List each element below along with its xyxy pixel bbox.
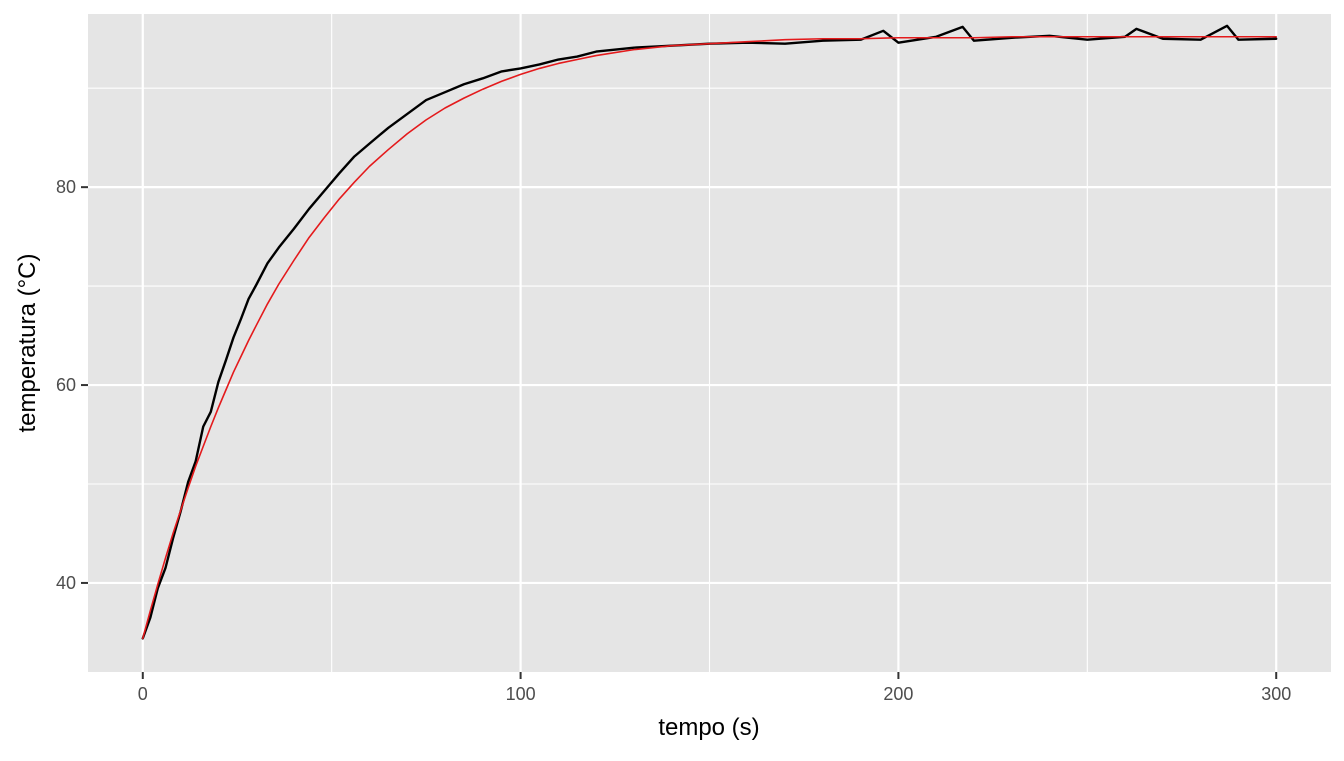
minor-gridlines [88, 14, 1331, 672]
series-layer [141, 24, 1278, 640]
major-gridlines [88, 14, 1331, 672]
x-tick-label: 100 [506, 684, 536, 704]
x-tick-label: 200 [883, 684, 913, 704]
fitted-curve-line [141, 35, 1278, 640]
x-axis-title: tempo (s) [658, 714, 759, 741]
y-tick-label: 60 [56, 375, 76, 395]
tick-labels: 0 100 200 300 40 60 80 [56, 177, 1291, 704]
x-tick-label: 0 [138, 684, 148, 704]
y-axis-title: temperatura (°C) [14, 254, 41, 433]
y-tick-label: 80 [56, 177, 76, 197]
x-tick-label: 300 [1261, 684, 1291, 704]
axis-ticks [81, 186, 1278, 679]
measured-temperature-line [141, 24, 1278, 640]
y-tick-label: 40 [56, 573, 76, 593]
